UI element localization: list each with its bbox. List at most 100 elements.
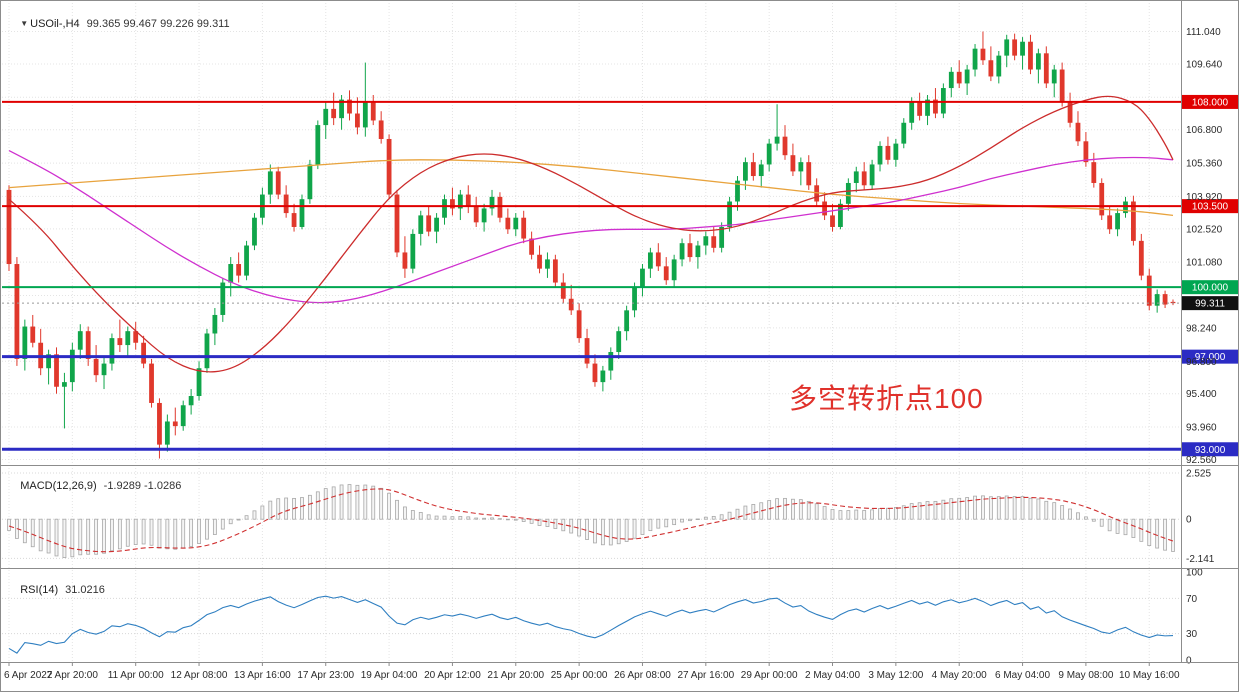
x-axis-label: 13 Apr 16:00 [234, 670, 291, 681]
macd-histogram-bar [988, 496, 993, 520]
candle-body [1099, 182, 1105, 216]
x-axis-label: 25 Apr 00:00 [551, 670, 608, 681]
price-level-badge[interactable] [1182, 199, 1239, 214]
y-axis-label: 106.800 [1186, 125, 1223, 136]
price-level-badge[interactable] [1182, 280, 1239, 295]
y-axis-label: 101.080 [1186, 258, 1223, 269]
candle-body [711, 236, 717, 248]
y-axis-label: 92.560 [1186, 455, 1217, 466]
x-axis-label: 10 May 16:00 [1119, 670, 1180, 681]
macd-histogram-bar [30, 518, 35, 548]
candle-body [93, 358, 99, 376]
x-axis-label: 9 May 08:00 [1058, 670, 1113, 681]
macd-scale-label: 0 [1186, 515, 1192, 526]
rsi-line [8, 595, 1174, 654]
macd-histogram-bar [133, 518, 138, 545]
macd-histogram-bar [680, 518, 684, 523]
candle-body [339, 99, 344, 119]
rsi-layer: 100 70 30 0 [2, 568, 1203, 667]
candle-body [236, 264, 242, 276]
macd-histogram-bar [450, 516, 455, 520]
macd-histogram-bar [78, 518, 83, 556]
macd-histogram-bar [1139, 518, 1144, 542]
candle-body [410, 233, 416, 269]
macd-histogram-bar [339, 484, 344, 520]
chart-shift-marker-icon: ▼ [20, 19, 29, 28]
macd-histogram-bar [608, 518, 613, 546]
candle-body [347, 99, 352, 114]
macd-histogram-bar [189, 518, 194, 547]
price-level-badge[interactable] [1182, 94, 1239, 109]
macd-histogram-bar [331, 486, 336, 520]
current-price-badge [1182, 296, 1238, 311]
rsi-value: 31.0216 [65, 584, 105, 596]
candle-body [402, 252, 408, 269]
candle-body [85, 331, 91, 359]
macd-indicator-label: MACD(12,26,9) -1.9289 -1.0286 [8, 468, 181, 504]
macd-histogram-bar [854, 509, 859, 520]
candle-body [996, 55, 1002, 77]
candle-body [940, 88, 946, 114]
candle-body [1138, 240, 1144, 276]
candle-body [687, 243, 693, 258]
candle-body [782, 136, 788, 156]
x-axis-label: 29 Apr 00:00 [741, 670, 798, 681]
macd-histogram-bar [719, 514, 724, 520]
macd-histogram-bar [870, 509, 875, 520]
macd-histogram-bar [783, 497, 787, 520]
macd-histogram-bar [917, 502, 922, 520]
macd-histogram-bar [1044, 500, 1049, 520]
macd-histogram-bar [173, 518, 178, 550]
candle-body [1051, 69, 1057, 84]
macd-histogram-bar [236, 518, 241, 521]
candle-body [473, 206, 479, 223]
candle-body [1115, 213, 1120, 230]
y-axis-label: 103.920 [1186, 192, 1223, 203]
macd-histogram-bar [545, 518, 550, 527]
price-level-badge[interactable] [1182, 442, 1239, 457]
macd-histogram-bar [822, 506, 827, 520]
macd-histogram-bar [86, 518, 91, 555]
x-axis-label: 12 Apr 08:00 [171, 670, 228, 681]
rsi-scale-label: 30 [1186, 629, 1198, 640]
candle-body [568, 298, 574, 311]
x-axis-label: 2 May 04:00 [805, 670, 860, 681]
macd-histogram-bar [695, 518, 700, 520]
candle-body [22, 326, 28, 359]
candle-body [434, 217, 439, 232]
price-level-badge[interactable] [1182, 349, 1239, 364]
candle-body [703, 236, 709, 246]
macd-histogram-bar [165, 518, 170, 550]
macd-histogram-bar [379, 487, 384, 520]
candle-body [560, 282, 566, 299]
x-axis-label: 3 May 12:00 [868, 670, 923, 681]
macd-values: -1.9289 -1.0286 [103, 480, 182, 492]
macd-histogram-bar [434, 515, 439, 520]
candle-body [1107, 215, 1113, 230]
candle-body [552, 259, 558, 283]
macd-histogram-bar [1020, 496, 1025, 520]
candle-body [830, 215, 835, 227]
candle-body [925, 99, 930, 116]
macd-histogram-bar [901, 505, 906, 520]
candle-body [30, 326, 36, 343]
candles-layer [6, 31, 1176, 459]
candle-body [838, 203, 843, 227]
candle-body [933, 99, 938, 114]
macd-histogram-bar [798, 499, 803, 520]
candle-body [600, 370, 606, 383]
macd-histogram-bar [7, 518, 11, 531]
macd-histogram-bar [1123, 518, 1128, 536]
candle-body [853, 171, 859, 183]
candle-body [766, 143, 772, 165]
macd-histogram-bar [513, 518, 518, 521]
candle-body [62, 382, 67, 387]
candle-body [6, 189, 12, 265]
candle-body [450, 199, 455, 209]
candle-body [505, 217, 511, 230]
macd-histogram-bar [371, 485, 376, 520]
annotation-text[interactable]: 多空转折点100 [789, 383, 984, 414]
macd-histogram-bar [117, 518, 122, 550]
